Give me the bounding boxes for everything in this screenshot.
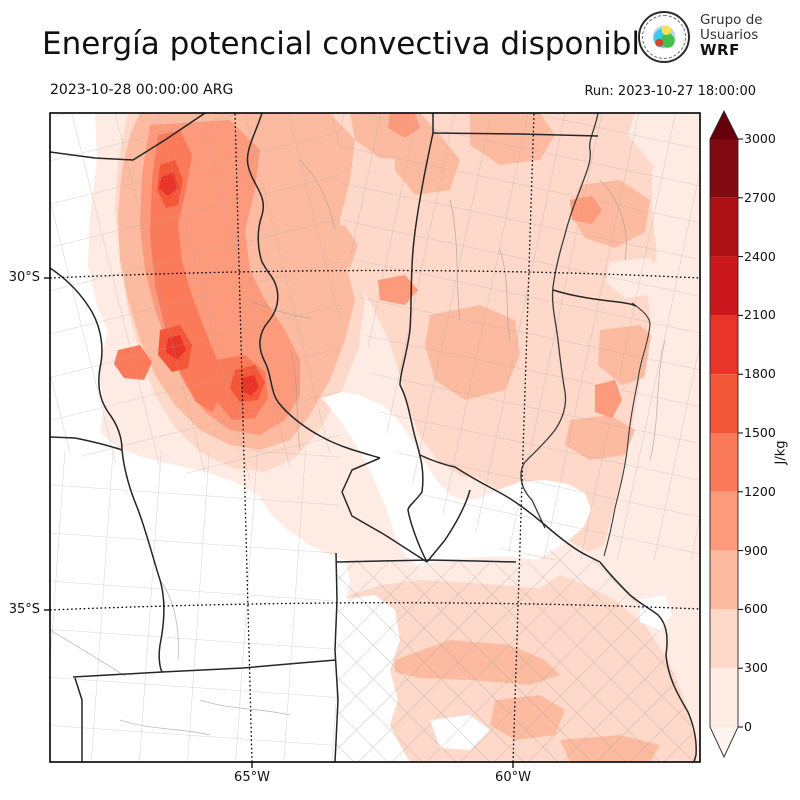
lon-tick-65w: 65°W — [234, 770, 270, 785]
wrf-logo: Grupo de Usuarios WRF — [638, 11, 798, 71]
colorbar-tick-1800: 1800 — [744, 366, 776, 381]
colorbar-tick-1500: 1500 — [744, 425, 776, 440]
colorbar-units-label: J/kg — [773, 440, 789, 465]
lat-tick-35s: 35°S — [8, 602, 40, 617]
colorbar-tick-2700: 2700 — [744, 190, 776, 205]
uruguay-river — [603, 302, 651, 557]
colorbar-tick-600: 600 — [744, 601, 768, 616]
colorbar-tick-1200: 1200 — [744, 484, 776, 499]
map-frame — [44, 112, 701, 768]
wrf-globe-icon — [638, 11, 690, 63]
graticule-65w — [234, 113, 253, 762]
colorbar — [709, 109, 743, 759]
colorbar-over-arrow — [710, 111, 738, 139]
map-canvas — [44, 112, 701, 768]
valid-time-label: 2023-10-28 00:00:00 ARG — [50, 82, 234, 98]
logo-wrf-label: WRF — [700, 41, 740, 59]
wrf-logo-text: Grupo de Usuarios WRF — [700, 13, 763, 58]
lat-tick-30s: 30°S — [8, 270, 40, 285]
colorbar-tick-300: 300 — [744, 660, 768, 675]
colorbar-tick-3000: 3000 — [744, 131, 776, 146]
province-boundaries — [50, 113, 697, 762]
colorbar-tick-0: 0 — [744, 719, 752, 734]
logo-line2: Usuarios — [700, 27, 759, 43]
run-time-label: Run: 2023-10-27 18:00:00 — [584, 84, 756, 99]
colorbar-tick-2100: 2100 — [744, 307, 776, 322]
graticule — [50, 113, 700, 762]
department-boundaries — [50, 113, 700, 762]
logo-line1: Grupo de — [700, 12, 763, 28]
rio-de-la-plata-coast — [599, 561, 697, 762]
figure-title: Energía potencial convectiva disponible — [42, 26, 660, 62]
lon-tick-60w: 60°W — [495, 770, 531, 785]
rivers — [520, 113, 651, 557]
colorbar-tick-2400: 2400 — [744, 249, 776, 264]
colorbar-tick-900: 900 — [744, 543, 768, 558]
graticule-60w — [512, 113, 535, 762]
graticule-30s — [50, 269, 700, 279]
graticule-35s — [50, 602, 700, 611]
colorbar-under-arrow — [710, 727, 738, 757]
